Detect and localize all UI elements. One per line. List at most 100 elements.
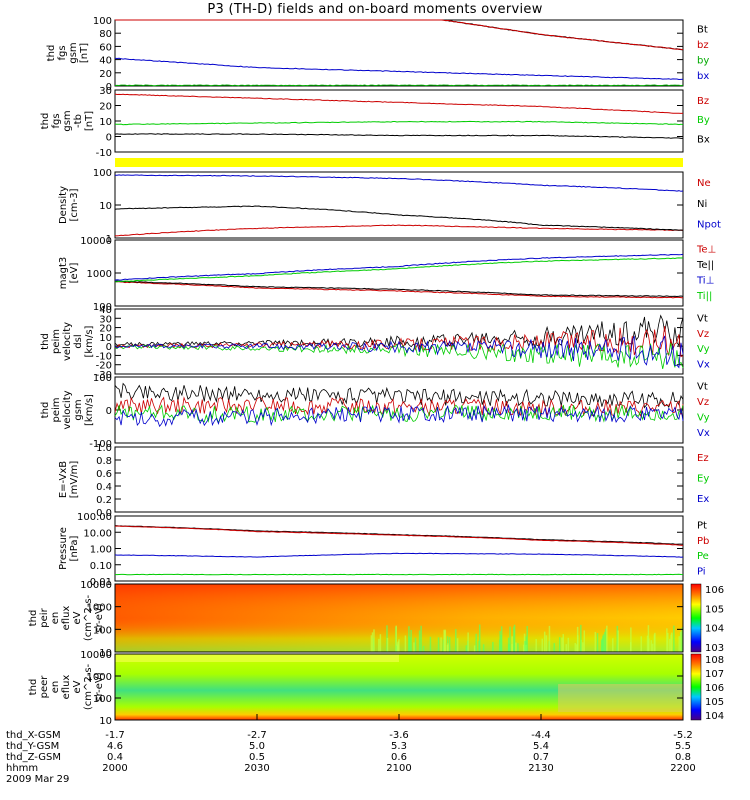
y-tick-label: 40 <box>99 56 112 67</box>
spectrogram-ion-streak <box>545 635 548 652</box>
spectrogram-ion-streak <box>413 642 415 652</box>
y-axis-label: fgs <box>57 45 68 60</box>
spectrogram-ion-streak <box>666 628 668 652</box>
y-tick-label: 10000 <box>80 650 112 661</box>
legend-entry: Ni <box>697 199 707 210</box>
y-tick-label: 10 <box>99 716 112 727</box>
y-axis-label: (cm^2-s- <box>83 594 94 641</box>
spectrogram-ion-streak <box>648 638 650 652</box>
y-tick-label: 0 <box>106 342 112 353</box>
y-tick-label: 100 <box>93 373 112 384</box>
x-row-label: thd_Y-GSM <box>6 741 59 752</box>
legend-entry: Ex <box>697 494 709 505</box>
y-tick-label: 30 <box>99 314 112 325</box>
y-tick-label: 0.6 <box>96 469 112 480</box>
y-axis-label: thd <box>46 45 57 62</box>
y-tick-label: 0.2 <box>96 495 112 506</box>
y-axis-label: en <box>50 681 61 694</box>
series-line <box>114 396 684 417</box>
y-tick-label: -30 <box>96 370 112 381</box>
series-line <box>114 57 684 81</box>
spectrogram-ion-streak <box>680 631 682 652</box>
y-tick-label: -10 <box>96 148 112 159</box>
y-tick-label: 0.4 <box>96 482 112 493</box>
legend-entry: by <box>697 56 709 67</box>
spectrogram-ion-streak <box>448 637 451 652</box>
x-row-label: hhmm <box>6 763 38 774</box>
spectrogram-ion-streak <box>650 640 653 652</box>
legend-entry: Vy <box>697 344 710 355</box>
series-line <box>114 343 684 369</box>
legend-entry: Ne <box>697 178 711 189</box>
colorbar-label: 106 <box>705 585 724 596</box>
spectrogram-ion-streak <box>596 633 599 652</box>
y-tick-label: 10 <box>99 648 112 659</box>
series-line <box>114 133 683 139</box>
y-axis-label: peim <box>51 329 62 354</box>
y-tick-label: 1000 <box>87 672 112 683</box>
spectrogram-ion-streak <box>567 637 570 652</box>
legend-entry: Vx <box>697 359 710 370</box>
x-row-value: 2000 <box>102 763 127 774</box>
series-line <box>114 120 684 126</box>
spectrogram-ion-streak <box>612 638 614 652</box>
spectrogram-ion-streak <box>673 625 675 652</box>
x-row-value: 5.0 <box>249 741 265 752</box>
y-axis-label: eV <box>72 680 83 693</box>
y-axis-label: gsm <box>62 110 73 131</box>
spectrogram-ion-streak <box>386 637 389 652</box>
spectrogram-ion-streak <box>667 632 669 652</box>
legend-entry: Pb <box>697 536 709 547</box>
spectrogram-ion-streak <box>465 645 468 652</box>
y-tick-label: 100 <box>93 625 112 636</box>
y-axis-label: dsl <box>73 334 84 348</box>
y-axis-label: gsm <box>73 399 84 420</box>
y-tick-label: 10000 <box>80 580 112 591</box>
colorbar-label: 106 <box>705 683 724 694</box>
y-tick-label: 100 <box>93 302 112 313</box>
y-axis-label: thd <box>40 333 51 350</box>
series-line <box>114 382 684 409</box>
spectrogram-ion-streak <box>535 639 537 652</box>
spectrogram-ion-streak <box>602 634 605 652</box>
x-row-value: 2100 <box>386 763 411 774</box>
legend-entry: Npot <box>697 220 721 231</box>
spectrogram-ion-streak <box>455 629 457 652</box>
x-row-value: 0.5 <box>249 752 265 763</box>
legend-entry: Ey <box>697 473 709 484</box>
spectrogram-ion-streak <box>524 640 526 652</box>
spectrogram-ion-streak <box>513 624 516 652</box>
legend-entry: Ti⊥ <box>696 276 714 287</box>
x-row-value: -5.2 <box>673 730 693 741</box>
colorbar <box>690 653 702 721</box>
spectrogram-ion-streak <box>583 630 586 652</box>
spectrogram-ion-streak <box>444 629 447 652</box>
y-axis-label: [cm-3] <box>69 188 80 221</box>
series-line <box>114 552 684 558</box>
y-tick-label: 30 <box>99 86 112 97</box>
y-tick-label: 10.00 <box>83 528 112 539</box>
spectrogram-ion-streak <box>526 626 528 652</box>
y-axis-label: [nPa] <box>69 535 80 561</box>
series-line <box>114 335 684 369</box>
series-line <box>114 325 684 358</box>
y-tick-label: 1000 <box>87 269 112 280</box>
spectrogram-ion-streak <box>404 635 407 652</box>
spectrogram-ion-streak <box>630 627 632 652</box>
series-line <box>114 224 684 237</box>
y-tick-label: 100 <box>93 694 112 705</box>
series-line <box>114 525 684 545</box>
spectrogram-ion-streak <box>594 631 597 652</box>
x-row-value: 2130 <box>528 763 553 774</box>
y-axis-label: thd <box>40 113 51 130</box>
spectrogram-ion-streak <box>398 639 400 652</box>
spectrogram-ion-streak <box>580 624 582 652</box>
magnetopause-bar <box>115 158 683 167</box>
x-row-value: 0.8 <box>675 752 691 763</box>
y-tick-label: 0.01 <box>90 577 112 588</box>
legend-entry: Vy <box>697 413 710 424</box>
spectrogram-ion-streak <box>442 639 445 652</box>
spectrogram-ion-streak <box>373 629 375 652</box>
y-axis-label: velocity <box>62 390 73 429</box>
series-line <box>114 525 684 546</box>
